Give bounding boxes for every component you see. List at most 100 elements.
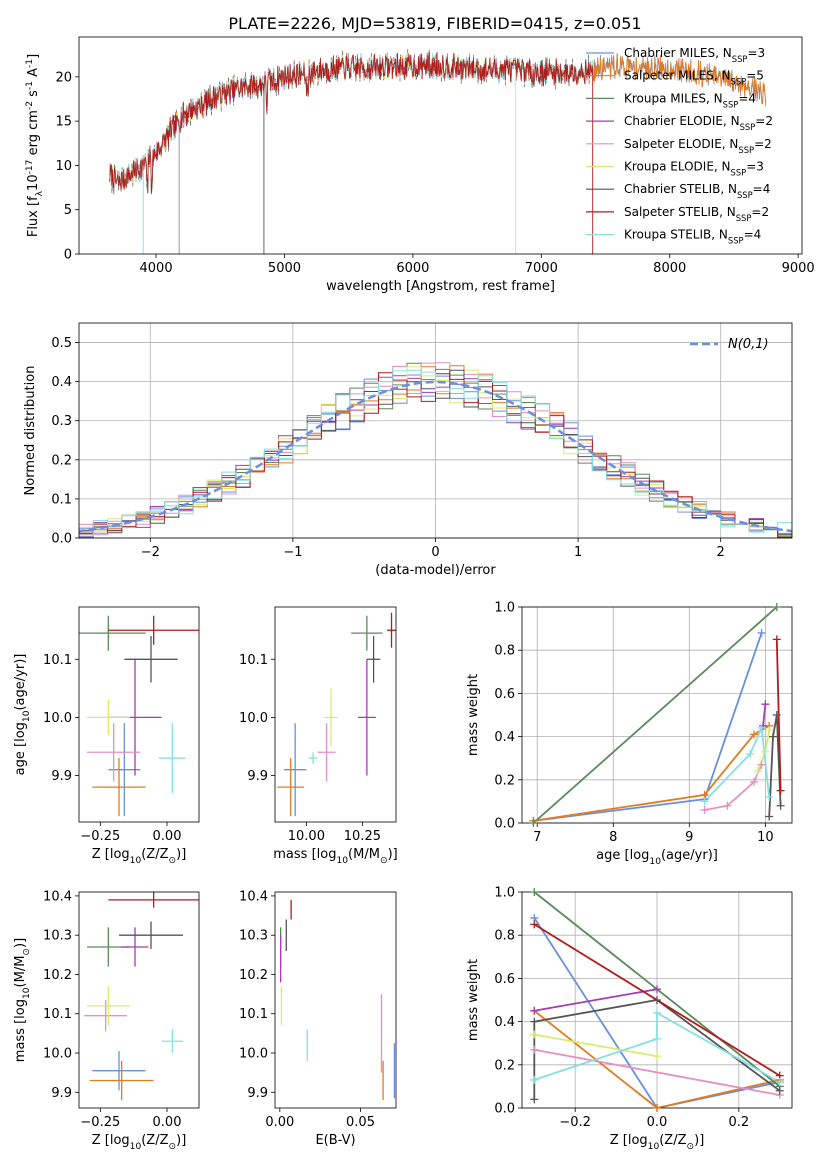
x-tick-label: 0 — [431, 545, 439, 560]
y-axis-label: Normed distribution — [23, 366, 38, 496]
chart-panels: 4000 5000 6000 7000 8000 900005101520waveleng… — [13, 36, 815, 1152]
y-tick-label: 0.4 — [494, 1015, 515, 1030]
x-tick-label: 2 — [717, 545, 725, 560]
y-tick-label: 10.0 — [43, 1047, 72, 1062]
y-tick-label: 0.2 — [494, 773, 515, 788]
x-tick-label: 9000 — [782, 261, 815, 276]
x-tick-label: −0.25 — [80, 829, 120, 844]
x-tick-label: 9 — [685, 830, 693, 845]
y-tick-label: 10.3 — [43, 929, 72, 944]
y-tick-label: 0.3 — [51, 414, 72, 429]
y-tick-label: 0.0 — [494, 817, 515, 832]
weight-marker — [530, 1095, 539, 1104]
y-tick-label: 9.9 — [51, 769, 72, 784]
weight-marker — [775, 1078, 784, 1087]
weight-line — [534, 1033, 658, 1058]
plot-area — [277, 612, 396, 817]
x-tick-label: −2 — [141, 545, 160, 560]
weight-marker — [757, 760, 766, 769]
y-tick-label: 0.8 — [494, 644, 515, 659]
chart-age-vs-z: −0.25 0.00 9.9 10.0 10.1 Z [log10​(Z/Z⊙​)] age… — [13, 606, 200, 866]
x-tick-label: 10.25 — [344, 829, 381, 844]
axes-frame — [521, 606, 793, 824]
weight-marker — [530, 888, 539, 896]
x-tick-label: 8 — [609, 830, 617, 845]
y-tick-label: 0.8 — [494, 929, 515, 944]
weight-marker — [749, 730, 758, 739]
x-tick-label: −0.25 — [80, 1115, 120, 1130]
chart-residuals: −2 −1 0 1 2 0.0 0.1 0.2 0.3 0.4 0.5 (data-model)/er… — [23, 322, 793, 578]
plot-area — [279, 899, 396, 1101]
legend-label: Salpeter STELIB, NSSP​=2 — [624, 205, 769, 223]
x-axis-label: Z [log10​(Z/Z⊙​)] — [92, 847, 187, 866]
weight-marker — [530, 1030, 539, 1039]
weight-marker — [749, 777, 758, 786]
figure-title: PLATE=2226, MJD=53819, FIBERID=0415, z=0… — [228, 14, 641, 33]
y-tick-label: 10.1 — [239, 1007, 268, 1022]
axes-frame — [78, 36, 803, 255]
weight-marker — [653, 1034, 661, 1043]
weight-marker — [765, 726, 774, 735]
weight-marker — [700, 797, 709, 806]
y-tick-label: 10.1 — [239, 653, 268, 668]
x-tick-label: −1 — [283, 545, 302, 560]
y-tick-label: 0.2 — [51, 453, 72, 468]
weight-marker — [723, 801, 732, 810]
y-axis-label: mass weight — [466, 674, 481, 756]
y-tick-label: 10.3 — [239, 929, 268, 944]
weight-line — [533, 917, 780, 1108]
weight-marker — [765, 812, 774, 821]
y-axis-label: Flux [fλ​10-17​ erg cm-2​ s-1​ A-1​] — [25, 54, 45, 237]
weight-marker — [653, 985, 661, 994]
y-tick-label: 15 — [55, 115, 72, 130]
weight-marker — [768, 732, 777, 741]
axes-frame — [274, 891, 397, 1109]
y-axis-label: mass weight — [466, 959, 481, 1041]
weight-marker — [757, 723, 766, 732]
x-axis-label: Z [log10​(Z/Z⊙​)] — [92, 1133, 187, 1152]
legend-label: N(0,1) — [728, 337, 769, 352]
weight-marker — [772, 635, 781, 644]
axes-frame — [78, 606, 200, 823]
x-tick-label: 0.05 — [346, 1115, 375, 1130]
y-tick-label: 0.5 — [51, 336, 72, 351]
x-tick-label: 7000 — [525, 261, 558, 276]
x-axis-label: (data-model)/error — [375, 563, 496, 578]
y-tick-label: 0 — [64, 248, 72, 263]
legend-label: Kroupa ELODIE, NSSP​=3 — [624, 160, 764, 178]
y-tick-label: 9.9 — [51, 1086, 72, 1101]
x-tick-label: 10.00 — [288, 829, 325, 844]
axes-frame — [78, 322, 793, 539]
axes-frame — [78, 891, 200, 1109]
y-tick-label: 10.4 — [239, 889, 268, 904]
legend: Chabrier MILES, NSSP​=3 Salpeter MILES, N… — [586, 46, 773, 246]
y-tick-label: 0.2 — [494, 1058, 515, 1073]
x-tick-label: −0.2 — [559, 1115, 591, 1130]
weight-marker — [746, 749, 755, 758]
y-tick-label: 10.0 — [239, 711, 268, 726]
x-axis-label: age [log10​(age/yr)] — [596, 848, 718, 867]
axes-frame — [274, 606, 397, 823]
histogram-step — [79, 369, 792, 537]
x-tick-label: 7 — [533, 830, 541, 845]
legend-label: Salpeter ELODIE, NSSP​=2 — [624, 137, 772, 155]
x-tick-label: 0.2 — [728, 1115, 749, 1130]
weight-line — [533, 1010, 780, 1108]
weight-marker — [653, 1104, 661, 1112]
y-tick-label: 10.1 — [43, 653, 72, 668]
plot-area — [79, 362, 792, 538]
x-tick-label: 0.00 — [153, 1115, 182, 1130]
weight-marker — [776, 786, 785, 795]
y-tick-label: 0.0 — [494, 1102, 515, 1117]
weight-marker — [772, 711, 781, 719]
weight-marker — [530, 1017, 539, 1026]
y-tick-label: 0.4 — [51, 375, 72, 390]
weight-marker — [753, 767, 762, 776]
weight-line — [768, 714, 782, 817]
y-tick-label: 10.1 — [43, 1007, 72, 1022]
x-axis-label: wavelength [Angstrom, rest frame] — [326, 279, 555, 294]
x-tick-label: 0.00 — [153, 829, 182, 844]
y-tick-label: 10.2 — [43, 968, 72, 983]
chart-mass-vs-ebv: 0.00 0.05 9.9 10.0 10.1 10.2 10.3 10.4 E(B-V) — [239, 889, 397, 1148]
x-tick-label: 4000 — [140, 261, 173, 276]
